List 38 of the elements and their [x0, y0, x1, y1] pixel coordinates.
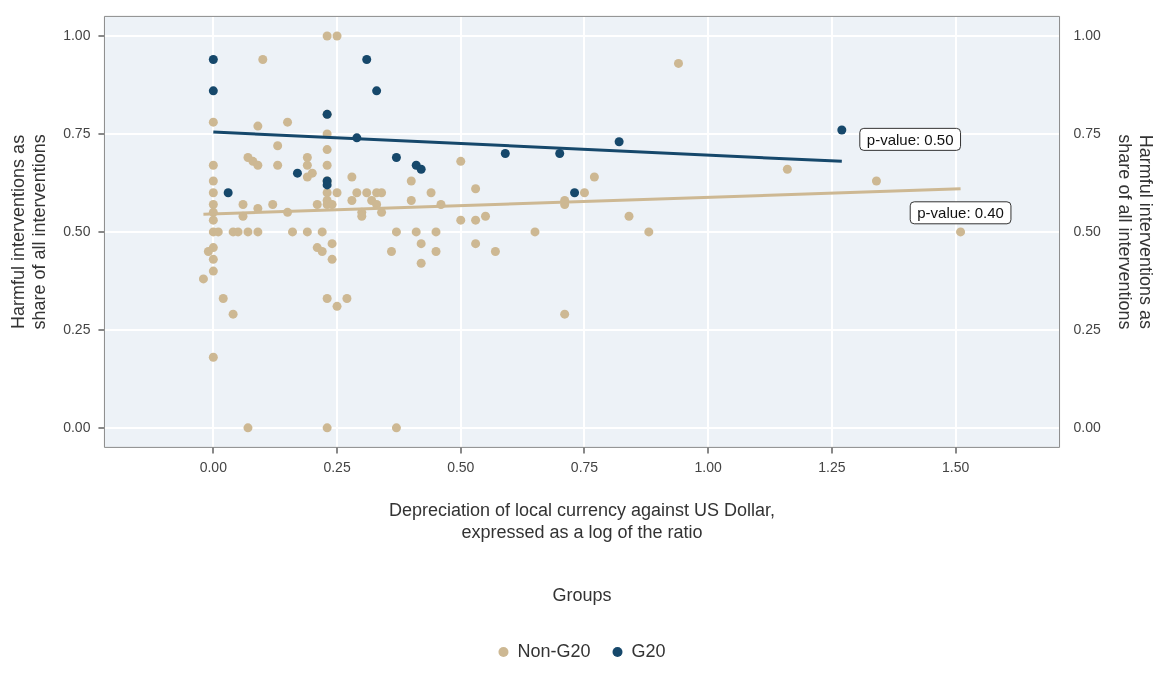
point — [837, 125, 847, 135]
legend-label: G20 — [631, 640, 666, 661]
x-axis-title: Depreciation of local currency against US Dollar, expressed as a log of the ratio — [388, 499, 776, 542]
y2-axis-title: Harmful interventions as share of all interventions — [1114, 134, 1157, 330]
point — [208, 86, 218, 96]
x-tick-label: 0.50 — [447, 458, 475, 475]
y2-tick-label: 1.00 — [1073, 26, 1102, 43]
y-axis-title: Harmful interventions as share of all interventions — [7, 134, 50, 330]
point — [555, 149, 565, 159]
point — [362, 55, 372, 64]
y2-tick-label: 0.25 — [1073, 320, 1102, 337]
y-tick-label: 0.00 — [63, 418, 91, 435]
point — [223, 188, 233, 198]
x-tick-label: 0.75 — [570, 458, 599, 475]
point — [570, 188, 580, 198]
point — [208, 55, 218, 64]
y-tick-label: 0.25 — [63, 320, 91, 337]
y2-tick-label: 0.50 — [1073, 222, 1102, 239]
x-tick-label: 1.25 — [818, 458, 846, 475]
x-tick-label: 1.50 — [942, 458, 970, 475]
x-tick-label: 1.00 — [694, 458, 723, 475]
point — [372, 86, 382, 96]
y2-tick-label: 0.75 — [1073, 124, 1102, 141]
point — [391, 152, 401, 162]
point — [614, 137, 624, 147]
y-tick-label: 0.75 — [63, 124, 91, 141]
y2-tick-label: 0.00 — [1073, 418, 1102, 435]
x-tick-label: 0.00 — [199, 458, 228, 475]
point — [416, 164, 426, 174]
y-tick-label: 0.50 — [63, 222, 91, 239]
legend-label: Non-G20 — [517, 640, 591, 661]
x-tick-label: 0.25 — [323, 458, 351, 475]
annotation: p-value: 0.50 — [866, 130, 954, 148]
annotation: p-value: 0.40 — [917, 203, 1004, 221]
point — [500, 149, 510, 159]
legend-title: Groups — [552, 585, 612, 606]
y-tick-label: 1.00 — [63, 26, 91, 43]
point — [292, 168, 302, 178]
